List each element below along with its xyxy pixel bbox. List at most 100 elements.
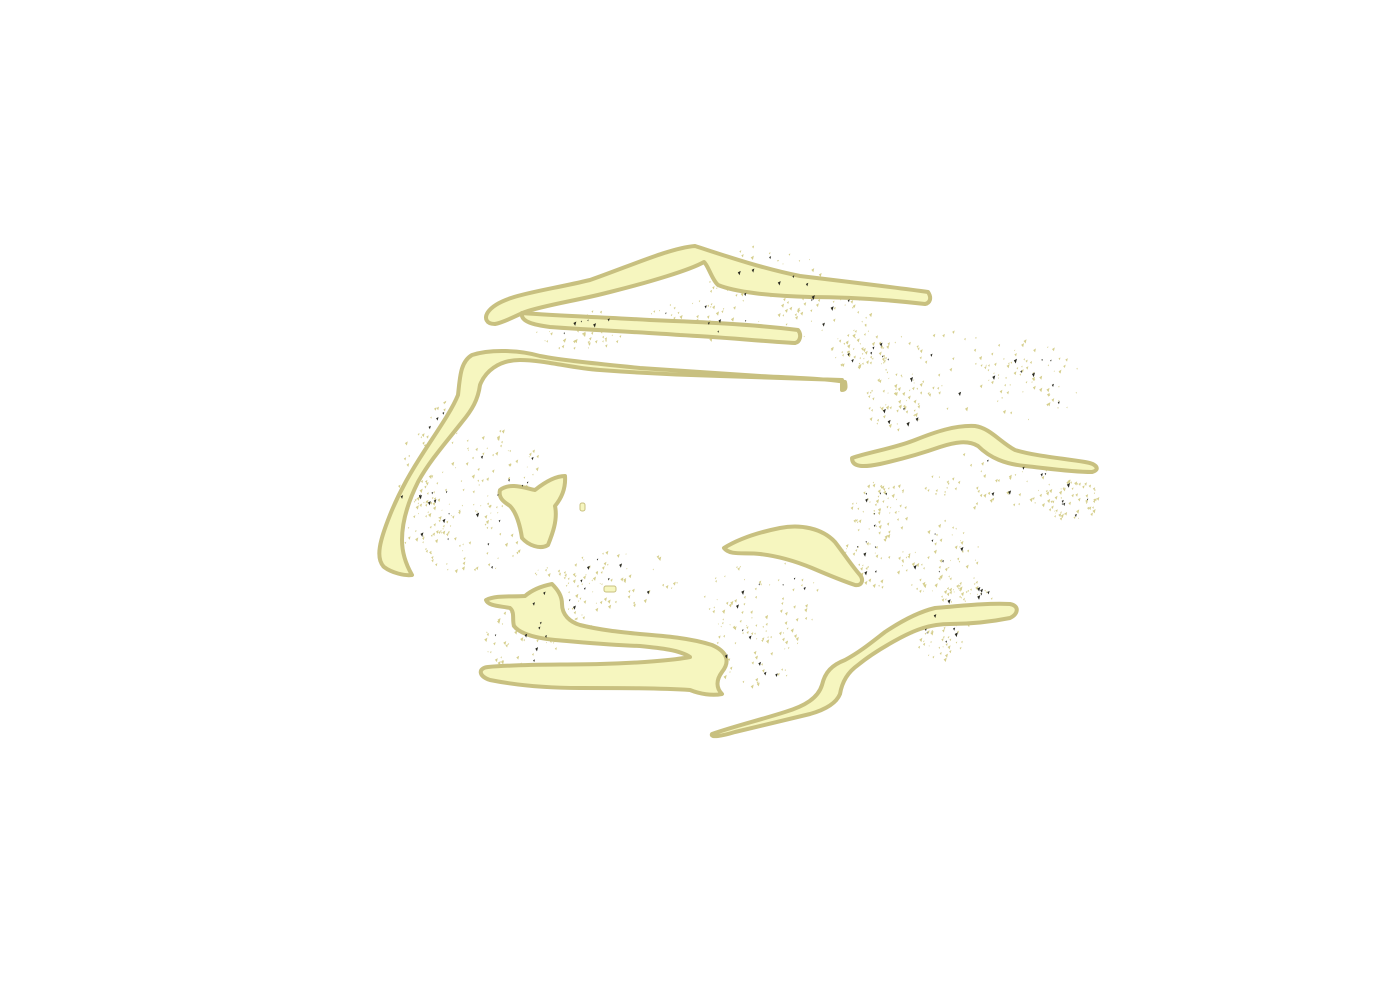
speckle-dot (442, 528, 444, 530)
speckle-dot (818, 272, 822, 277)
speckle-dot (874, 552, 876, 554)
speckle-dot (880, 557, 883, 560)
speckle-dot (889, 512, 891, 514)
speckle-dot (1037, 489, 1040, 492)
speckle-dot (852, 333, 856, 339)
speckle-dot (992, 497, 995, 501)
speckle-dot (855, 518, 858, 522)
speckle-dot (910, 584, 913, 587)
speckle-dot (461, 504, 463, 507)
speckle-dot (796, 642, 799, 645)
speckle-dot (900, 374, 903, 377)
speckle-dot (1060, 488, 1062, 490)
speckle-dot (794, 313, 797, 317)
speckle-dot (528, 456, 530, 458)
speckle-dot (628, 589, 631, 594)
speckle-dot (761, 639, 764, 643)
speckle-dot (626, 567, 628, 570)
speckle-dot-dark (544, 635, 547, 638)
speckle-dot (898, 556, 901, 561)
speckle-dot (908, 389, 911, 392)
speckle-dot (725, 601, 729, 605)
speckle-dot (440, 531, 442, 534)
speckle-dot-dark (864, 571, 868, 576)
speckle-dot (758, 580, 762, 584)
speckle-dot (944, 598, 947, 601)
speckle-dot (894, 383, 898, 389)
speckle-dot (781, 668, 784, 671)
speckle-dot (565, 584, 568, 587)
speckle-dot (449, 525, 452, 527)
speckle-dot (425, 499, 429, 504)
speckle-dot (840, 363, 843, 367)
speckle-dot (1047, 364, 1050, 367)
speckle-dot-dark (945, 640, 948, 644)
speckle-dot-dark (777, 281, 781, 286)
speckle-dot (501, 623, 504, 626)
speckle-dot (1048, 483, 1050, 486)
speckle-dot (875, 545, 878, 549)
speckle-dot (1031, 381, 1033, 383)
speckle-dot-dark (934, 533, 936, 536)
speckle-dot (946, 486, 948, 489)
speckle-dot (716, 287, 718, 290)
blob-bottom-left (478, 582, 729, 697)
speckle-dot (919, 578, 922, 582)
speckle-dot (944, 490, 946, 494)
speckle-dot (576, 584, 579, 588)
speckle-dot (523, 639, 526, 642)
speckle-dot-dark (870, 351, 873, 355)
speckle-dot (425, 515, 427, 518)
speckle-dot (799, 309, 801, 312)
speckle-dot (482, 452, 485, 456)
speckle-dot (1021, 471, 1023, 473)
speckle-dot (895, 498, 898, 501)
speckle-dot (781, 597, 785, 601)
speckle-dot (785, 674, 788, 677)
speckle-dot (869, 391, 872, 394)
speckle-dot (970, 588, 972, 591)
speckle-dot-dark (960, 546, 964, 552)
speckle-dot (574, 617, 577, 621)
speckle-dot (883, 537, 887, 542)
speckle-dot (911, 373, 913, 375)
speckle-dot (572, 579, 576, 584)
speckle-dot (550, 332, 553, 336)
speckle-dot-dark (498, 519, 501, 523)
speckle-dot (416, 496, 420, 501)
speckle-dot (1054, 495, 1058, 500)
speckle-dot (954, 545, 958, 550)
speckle-dot (573, 339, 576, 344)
speckle-dot (448, 503, 450, 506)
speckle-dot (795, 636, 799, 642)
speckle-dot-dark (926, 632, 928, 634)
speckle-dot (871, 357, 874, 360)
speckle-dot (571, 607, 574, 611)
speckle-dot (880, 345, 884, 350)
speckle-dot-dark (933, 614, 937, 618)
speckle-dot (797, 307, 800, 312)
speckle-dot (963, 337, 966, 341)
speckle-dot (429, 550, 432, 555)
speckle-dot (975, 336, 977, 340)
speckle-dot (882, 500, 885, 503)
speckle-dot (883, 354, 886, 358)
speckle-dot (950, 600, 952, 604)
speckle-dot (431, 477, 433, 479)
speckle-dot (1088, 484, 1092, 488)
speckle-dot (932, 655, 935, 659)
speckle-dot (854, 329, 857, 333)
speckle-dot (983, 493, 987, 498)
speckle-dot (1023, 358, 1025, 361)
speckle-dot (733, 306, 736, 310)
speckle-dot (707, 304, 710, 308)
speckle-dot (883, 487, 886, 491)
speckle-dot (1075, 391, 1077, 394)
speckle-dot (403, 457, 407, 461)
speckle-dot (499, 444, 502, 448)
speckle-dot (764, 614, 769, 620)
speckle-dot (501, 429, 505, 434)
speckle-dot (948, 575, 950, 578)
speckle-dot (916, 587, 918, 591)
speckle-dot-dark (587, 319, 589, 322)
